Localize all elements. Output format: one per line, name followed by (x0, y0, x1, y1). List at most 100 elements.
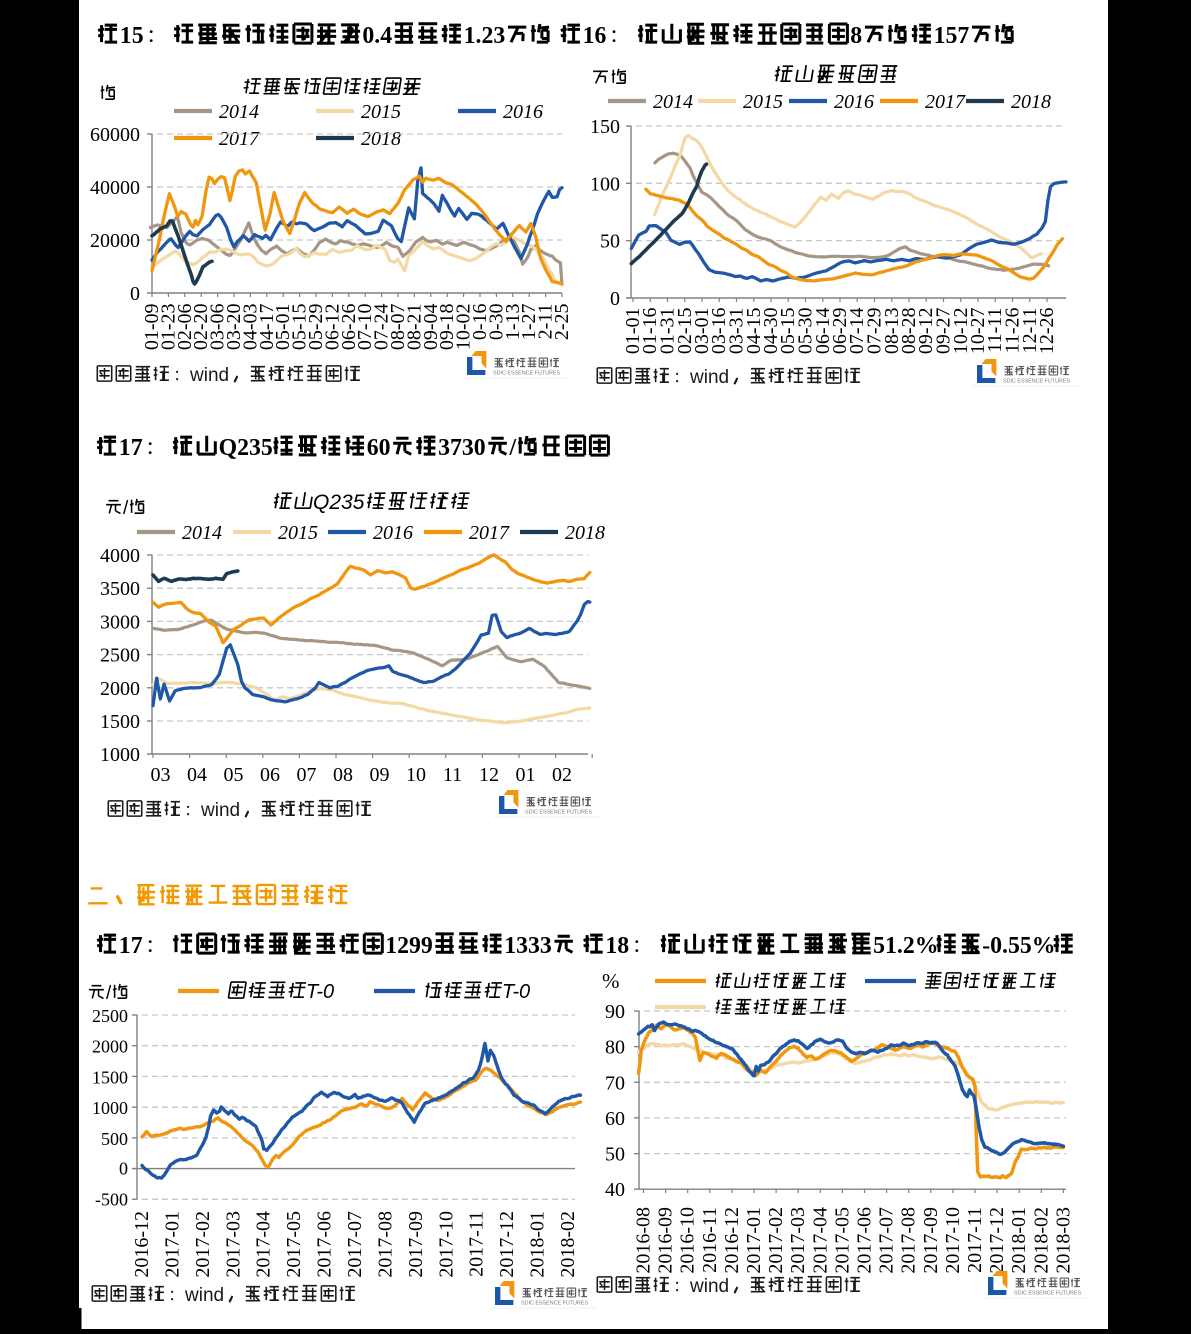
svg-text:2018-01: 2018-01 (527, 1211, 549, 1278)
svg-text:1333: 1333 (504, 933, 552, 959)
svg-text:2018: 2018 (1011, 91, 1051, 113)
svg-text:2016: 2016 (834, 91, 874, 113)
svg-text:01-31: 01-31 (657, 308, 679, 355)
svg-text:2016-12: 2016-12 (131, 1211, 153, 1278)
svg-text:1500: 1500 (100, 711, 140, 733)
svg-text:wind: wind (689, 367, 729, 388)
svg-text:05-01: 05-01 (272, 304, 294, 351)
svg-text:Q235: Q235 (313, 491, 365, 514)
svg-text:60: 60 (367, 435, 391, 461)
svg-text:2017-08: 2017-08 (374, 1211, 396, 1278)
svg-text:2016-08: 2016-08 (633, 1207, 655, 1274)
svg-text:2017-07: 2017-07 (876, 1207, 898, 1274)
svg-text:05-30: 05-30 (795, 308, 817, 355)
svg-text:2018: 2018 (565, 522, 605, 544)
svg-text:SDIC ESSENCE FUTURES: SDIC ESSENCE FUTURES (1014, 1290, 1081, 1296)
svg-text:04-15: 04-15 (743, 308, 765, 355)
svg-text:wind: wind (200, 800, 240, 821)
svg-text:2017-01: 2017-01 (743, 1207, 765, 1274)
svg-text:2018-03: 2018-03 (1052, 1207, 1074, 1274)
svg-text:18: 18 (605, 933, 629, 959)
svg-text:4000: 4000 (100, 545, 140, 567)
svg-text:1500: 1500 (92, 1067, 128, 1087)
svg-text:0: 0 (610, 288, 620, 310)
svg-text:40: 40 (605, 1179, 625, 1201)
svg-text:wind: wind (189, 365, 229, 386)
svg-text:wind: wind (184, 1285, 224, 1306)
svg-text:SDIC ESSENCE FUTURES: SDIC ESSENCE FUTURES (493, 370, 560, 376)
svg-text:1000: 1000 (100, 744, 140, 766)
svg-text:2017-03: 2017-03 (222, 1211, 244, 1278)
svg-text:0: 0 (119, 1159, 128, 1179)
svg-text:2014: 2014 (219, 101, 259, 123)
svg-text:50: 50 (605, 1144, 625, 1166)
svg-text:08-13: 08-13 (881, 308, 903, 355)
svg-text:1000: 1000 (92, 1098, 128, 1118)
svg-text:09-27: 09-27 (933, 308, 955, 355)
svg-text:09-18: 09-18 (436, 304, 458, 351)
svg-text:05-29: 05-29 (305, 304, 327, 351)
svg-text:2000: 2000 (92, 1037, 128, 1057)
svg-text:07-14: 07-14 (846, 308, 868, 355)
svg-text:2000: 2000 (100, 678, 140, 700)
svg-text:2016-12: 2016-12 (721, 1207, 743, 1274)
svg-text:2017-06: 2017-06 (314, 1211, 336, 1278)
svg-text:12-26: 12-26 (1036, 308, 1058, 355)
svg-text:2017-08: 2017-08 (898, 1207, 920, 1274)
svg-text:02-15: 02-15 (674, 308, 696, 355)
svg-text:157: 157 (934, 23, 970, 49)
svg-text:SDIC ESSENCE FUTURES: SDIC ESSENCE FUTURES (525, 809, 592, 815)
svg-text:08-28: 08-28 (898, 308, 920, 355)
svg-text:03-16: 03-16 (708, 308, 730, 355)
svg-text:2017-12: 2017-12 (496, 1211, 518, 1278)
svg-text:-0.55%: -0.55% (982, 933, 1055, 959)
svg-text:3500: 3500 (100, 578, 140, 600)
svg-text:06-14: 06-14 (812, 308, 834, 355)
svg-text:-500: -500 (95, 1189, 128, 1209)
svg-text:2017-09: 2017-09 (920, 1207, 942, 1274)
svg-text:2015: 2015 (278, 522, 318, 544)
svg-text:04: 04 (187, 764, 207, 786)
svg-text:2017-10: 2017-10 (435, 1211, 457, 1278)
svg-text:10-12: 10-12 (950, 308, 972, 355)
svg-text:07-10: 07-10 (354, 304, 376, 351)
svg-text:1299: 1299 (385, 933, 433, 959)
svg-text:0.4: 0.4 (362, 23, 392, 49)
svg-text:16: 16 (583, 23, 607, 49)
svg-text:06-12: 06-12 (321, 304, 343, 351)
svg-text:/: / (509, 435, 517, 461)
svg-text:2016: 2016 (503, 101, 543, 123)
svg-text:2015: 2015 (743, 91, 783, 113)
svg-text:03: 03 (151, 764, 171, 786)
svg-text:3730: 3730 (438, 435, 486, 461)
svg-text:15: 15 (120, 23, 144, 49)
svg-text:04-03: 04-03 (239, 304, 261, 351)
svg-text:01-01: 01-01 (622, 308, 644, 355)
svg-text:08-07: 08-07 (387, 304, 409, 351)
svg-text:2016-11: 2016-11 (699, 1207, 721, 1273)
svg-text:02: 02 (552, 764, 572, 786)
svg-text:2017-11: 2017-11 (466, 1211, 488, 1277)
svg-text:3000: 3000 (100, 611, 140, 633)
svg-text:2017: 2017 (925, 91, 966, 113)
svg-text:2016-09: 2016-09 (655, 1207, 677, 1274)
svg-text:01-16: 01-16 (639, 308, 661, 355)
svg-text:50: 50 (600, 231, 620, 253)
svg-text:2-11: 2-11 (535, 304, 557, 340)
svg-text:2018-02: 2018-02 (557, 1211, 579, 1278)
svg-text:2017-12: 2017-12 (986, 1207, 1008, 1274)
svg-text:0-30: 0-30 (485, 304, 507, 341)
svg-text:05: 05 (224, 764, 244, 786)
svg-text:SDIC ESSENCE FUTURES: SDIC ESSENCE FUTURES (1003, 378, 1070, 384)
svg-text:150: 150 (590, 116, 620, 138)
svg-text:10: 10 (406, 764, 426, 786)
svg-text:70: 70 (605, 1072, 625, 1094)
svg-text:2017-02: 2017-02 (192, 1211, 214, 1278)
svg-text:08-21: 08-21 (403, 304, 425, 351)
svg-text:/: / (123, 498, 129, 519)
svg-text:05-15: 05-15 (777, 308, 799, 355)
svg-text:2017-03: 2017-03 (787, 1207, 809, 1274)
svg-text:04-17: 04-17 (256, 304, 278, 351)
svg-text:02-06: 02-06 (174, 304, 196, 351)
svg-text:100: 100 (590, 173, 620, 195)
